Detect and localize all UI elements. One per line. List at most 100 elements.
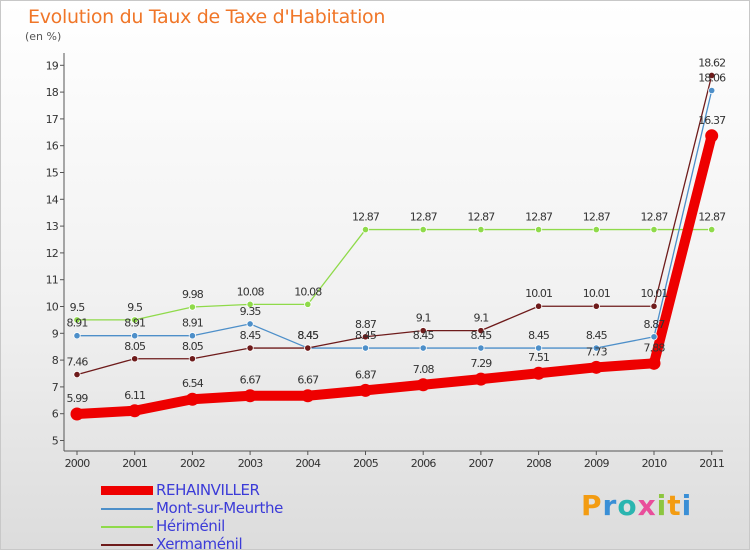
data-point: [592, 302, 600, 310]
x-tick-label: 2004: [295, 457, 321, 470]
data-point: [185, 392, 199, 406]
y-tick-label: 11: [46, 274, 58, 287]
logo-letter: t: [667, 489, 682, 522]
y-tick-label: 6: [52, 408, 59, 421]
series-line-Hériménil: [76, 228, 713, 321]
data-label: 7.29: [470, 357, 492, 370]
data-point: [650, 333, 658, 341]
data-point: [705, 129, 719, 143]
data-point: [359, 383, 372, 397]
data-point: [361, 333, 370, 341]
data-label: 7.08: [413, 363, 435, 376]
data-label: 8.45: [297, 329, 319, 342]
data-point: [419, 344, 427, 352]
data-point: [477, 327, 485, 335]
series-points: [70, 71, 719, 421]
data-point: [188, 355, 196, 363]
data-point: [131, 355, 139, 363]
logo-letter: o: [617, 489, 638, 522]
data-label: 8.45: [355, 329, 377, 342]
y-tick-label: 13: [46, 220, 59, 233]
data-label: 9.5: [127, 301, 143, 314]
data-point: [708, 86, 716, 95]
y-tick-label: 10: [46, 301, 59, 314]
y-tick-label: 15: [46, 167, 59, 180]
chart-title: Evolution du Taux de Taxe d'Habitation: [28, 6, 386, 28]
y-tick-label: 12: [46, 247, 58, 260]
x-tick-label: 2001: [122, 457, 147, 470]
legend-swatch: [101, 508, 153, 510]
y-tick-label: 18: [46, 86, 59, 99]
data-label: 7.46: [67, 356, 89, 369]
x-tick-label: 2006: [411, 457, 437, 470]
legend-label: Xermaménil: [156, 535, 243, 553]
data-label: 10.08: [237, 285, 265, 298]
data-point: [188, 303, 196, 311]
data-point: [647, 356, 661, 370]
data-label: 6.87: [355, 368, 377, 381]
logo-letter: x: [637, 489, 657, 522]
logo-letter: i: [681, 489, 693, 522]
y-tick-label: 17: [46, 113, 59, 126]
chart-subtitle: (en %): [25, 30, 62, 43]
data-label: 6.67: [240, 374, 262, 387]
x-tick-label: 2009: [584, 457, 610, 470]
data-label: 9.1: [474, 312, 489, 325]
data-point: [534, 302, 543, 310]
data-point: [592, 225, 600, 234]
y-tick-label: 8: [52, 354, 59, 367]
data-label: 7.73: [586, 345, 608, 358]
legend-label: REHAINVILLER: [156, 481, 260, 499]
data-point: [650, 225, 658, 234]
data-point: [477, 225, 485, 234]
y-tick-label: 7: [52, 381, 59, 394]
data-label: 6.67: [297, 374, 319, 387]
series-lines: [72, 74, 717, 419]
data-point: [73, 370, 81, 379]
x-tick-label: 2000: [65, 457, 91, 470]
data-point: [534, 225, 543, 234]
data-label: 16.37: [698, 114, 726, 127]
data-label: 8.91: [182, 317, 203, 330]
data-label: 10.01: [641, 287, 668, 300]
data-label: 18.62: [698, 56, 725, 69]
y-tick-label: 9: [52, 327, 59, 340]
data-label: 12.87: [641, 211, 669, 224]
data-label: 9.98: [182, 288, 204, 301]
data-label: 9.35: [240, 305, 262, 318]
data-point: [708, 71, 716, 80]
data-point: [361, 344, 370, 352]
data-point: [301, 389, 315, 403]
data-label: 12.87: [583, 211, 611, 224]
data-label: 12.87: [525, 211, 553, 224]
data-label: 6.54: [182, 377, 204, 390]
data-point: [650, 302, 658, 310]
series-line-REHAINVILLER: [72, 130, 717, 419]
data-label: 8.45: [586, 329, 608, 342]
data-point: [246, 320, 254, 328]
y-tick-label: 16: [46, 140, 59, 153]
axes: 5 6 7 8 9 10 11 12 13 14 15 16 17 18 19 2000 2001 2002 200…: [46, 53, 725, 470]
data-point: [131, 332, 139, 340]
data-label: 5.99: [67, 392, 89, 405]
logo-letter: P: [581, 489, 603, 522]
data-label: 12.87: [698, 211, 726, 224]
legend-label: Hériménil: [156, 517, 225, 535]
data-label: 8.45: [297, 329, 319, 342]
legend-label: Mont-sur-Meurthe: [156, 499, 283, 517]
data-label: 7.51: [528, 351, 549, 364]
data-point: [246, 344, 254, 352]
data-point: [592, 344, 600, 352]
legend-item-rehainviller: REHAINVILLER: [101, 481, 361, 500]
data-label: 6.11: [124, 389, 145, 402]
data-point: [474, 372, 488, 386]
data-label: 12.87: [352, 211, 380, 224]
data-point: [246, 300, 254, 308]
data-label: 9.1: [416, 312, 431, 325]
data-point: [131, 316, 139, 324]
data-labels: 5.99 6.11 6.54 6.67 6.67 6.87 7.08 7.29 7.51 7.73…: [67, 56, 727, 404]
data-point: [477, 344, 485, 352]
data-label: 10.01: [525, 287, 552, 300]
